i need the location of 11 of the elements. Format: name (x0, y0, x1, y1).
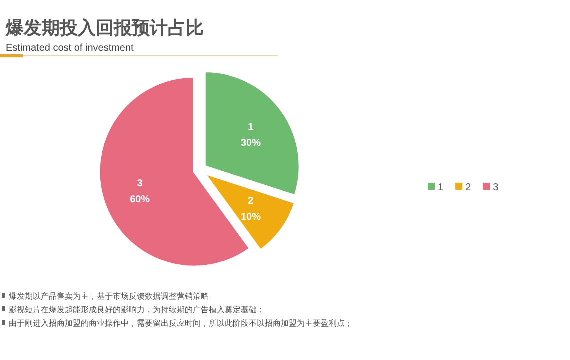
legend-label: 1 (438, 182, 444, 194)
slice-label: 3 (137, 178, 144, 190)
legend-label: 2 (466, 182, 472, 194)
data-label: 60% (130, 194, 150, 206)
title: 爆发期投入回报预计占比 (6, 18, 204, 38)
data-label: 10% (240, 212, 262, 224)
legend-label: 3 (493, 182, 500, 194)
subtitle: Estimated cost of investment (6, 43, 134, 54)
slice-label: 2 (248, 196, 254, 208)
data-label: 30% (240, 138, 262, 149)
slice-label: 1 (248, 122, 254, 133)
